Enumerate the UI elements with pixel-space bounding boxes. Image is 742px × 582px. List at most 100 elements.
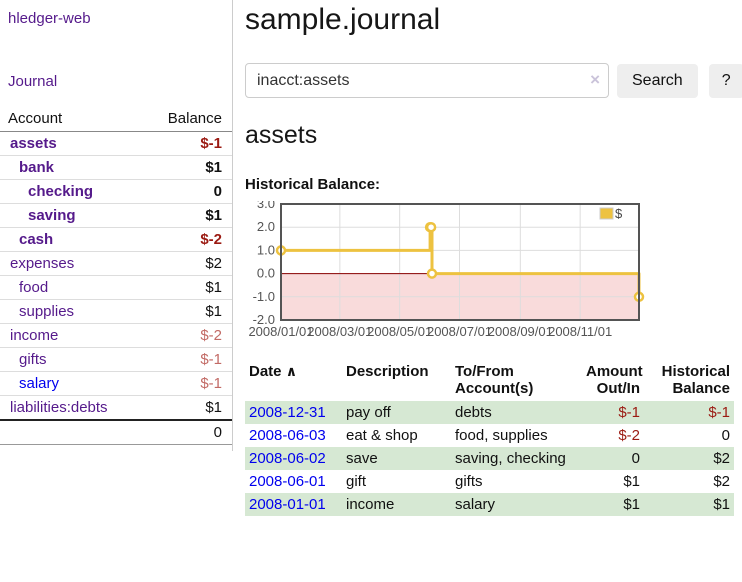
account-balance: $1 [138,275,232,300]
register-amount-cell: $1 [623,473,640,490]
clear-search-icon[interactable]: × [590,70,600,89]
account-row: assets $-1 [0,131,232,156]
x-tick-label: 2008/05/01 [367,324,432,339]
account-heading: assets [245,121,318,149]
account-row: saving $1 [0,203,232,228]
help-button[interactable]: ? [708,63,742,98]
y-tick-label: -1.0 [253,289,275,304]
x-tick-label: 2008/01/01 [248,324,313,339]
historical-balance-chart: $3.0 2.0 1.0 0.0 -1.0 -2.02008/01/012008/03/0… [248,196,645,339]
register-balance-cell: $2 [644,447,734,470]
register-description-cell: eat & shop [346,427,418,444]
search-button[interactable]: Search [617,63,698,98]
register-amount-header: Amount Out/In [586,363,643,397]
account-row: food $1 [0,275,232,300]
account-row: gifts $-1 [0,347,232,372]
search-input[interactable] [245,63,609,98]
app-brand-link[interactable]: hledger-web [8,10,91,27]
account-row: supplies $1 [0,299,232,324]
account-link[interactable]: checking [28,183,94,200]
x-tick-label: 2008/11/01 [548,324,612,339]
search-bar: × Search ? [245,63,742,98]
account-row: liabilities:debts $1 [0,395,232,420]
register-accounts-cell: salary [451,493,582,516]
account-balance: 0 [138,179,232,204]
account-balance: $-1 [138,371,232,396]
legend-label: $ [615,206,623,221]
register-balance-cell: $2 [713,473,730,490]
register-amount-cell: $-1 [582,401,644,424]
accounts-total-balance: 0 [138,419,232,445]
register-date-cell: 2008-01-01 [245,493,342,516]
account-balance: $1 [138,395,232,420]
register-row: 2008-12-31 pay off debts $-1 $-1 [245,401,734,424]
account-row: income $-2 [0,323,232,348]
legend-swatch [599,207,614,220]
x-tick-label: 2008/09/01 [488,324,553,339]
register-date-cell: 2008-06-01 [245,470,342,493]
register-date-cell: 2008-06-03 [245,424,342,447]
account-link[interactable]: income [10,327,59,344]
register-row: 2008-06-03 eat & shop food, supplies $-2 0 [245,424,734,447]
sidebar: hledger-web Journal Account Balance asse… [0,0,233,451]
account-link[interactable]: expenses [10,255,75,272]
register-description-cell: pay off [342,401,451,424]
account-link[interactable]: supplies [19,303,75,320]
chart-title: Historical Balance: [245,176,381,193]
account-balance: $2 [138,251,232,276]
register-date-cell: 2008-12-31 [245,401,342,424]
transaction-date-link[interactable]: 2008-06-03 [249,427,326,444]
transaction-date-link[interactable]: 2008-06-02 [249,450,326,467]
register-accounts-cell: food, supplies [455,427,548,444]
y-tick-label: -2.0 [253,312,275,327]
account-link[interactable]: saving [28,207,76,224]
account-balance: $1 [138,203,232,228]
register-balance-cell: $-1 [644,401,734,424]
transaction-date-link[interactable]: 2008-01-01 [249,496,326,513]
plot-border [280,203,640,321]
register-description-cell: income [342,493,451,516]
data-point-marker [426,268,438,279]
sidebar-item-journal[interactable]: Journal [8,73,58,90]
account-balance: $-1 [138,131,232,156]
register-description-cell: gift [346,473,367,490]
sort-ascending-icon: ∧ [285,363,298,379]
register-balance-cell: 0 [721,427,730,444]
account-link[interactable]: salary [19,375,60,392]
accounts-total-row: 0 [0,419,232,445]
account-row: cash $-2 [0,227,232,252]
register-row: 2008-06-02 save saving, checking 0 $2 [245,447,734,470]
account-link[interactable]: liabilities:debts [10,399,108,416]
app-layout: hledger-web Journal Account Balance asse… [0,0,742,516]
account-link[interactable]: cash [19,231,54,248]
register-date-cell: 2008-06-02 [245,447,342,470]
transaction-date-link[interactable]: 2008-12-31 [249,404,326,421]
account-link[interactable]: gifts [19,351,47,368]
x-tick-label: 2008/03/01 [307,324,372,339]
account-row: bank $1 [0,155,232,180]
accounts-tree-body: assets $-1 bank $1 checking 0 saving $1 cash $-2 e… [0,131,232,420]
register-amount-cell: $1 [582,493,644,516]
balance-column-header: Balance [138,106,232,132]
accounts-column-header: Account [0,106,139,132]
y-tick-label: 3.0 [257,201,275,211]
x-tick-label: 2008/07/01 [427,324,492,339]
account-link[interactable]: bank [19,159,55,176]
account-row: checking 0 [0,179,232,204]
register-description-cell: save [342,447,451,470]
account-balance: $-2 [138,323,232,348]
register-table: Date ∧ Description To/From Account(s) Am… [245,361,734,516]
register-date-header: Date ∧ [249,363,298,380]
account-link[interactable]: food [19,279,49,296]
y-tick-label: 1.0 [257,242,275,257]
account-link[interactable]: assets [10,135,57,152]
register-amount-cell: 0 [582,447,644,470]
transaction-date-link[interactable]: 2008-06-01 [249,473,326,490]
register-balance-header: Historical Balance [661,363,730,397]
register-body: 2008-12-31 pay off debts $-1 $-1 2008-06-03 ea… [245,401,734,516]
account-balance: $-1 [138,347,232,372]
register-accounts-header: To/From Account(s) [455,363,534,397]
register-row: 2008-01-01 income salary $1 $1 [245,493,734,516]
register-accounts-cell: gifts [455,473,483,490]
account-balance: $-2 [138,227,232,252]
